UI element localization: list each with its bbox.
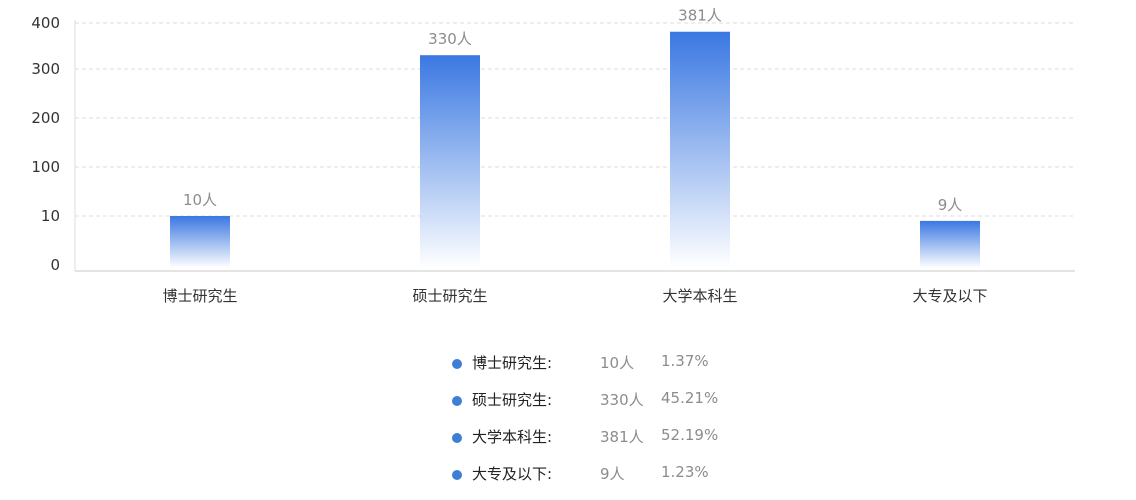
bar [420,55,480,269]
bar-data-label: 9人 [938,196,963,214]
legend-count: 9人 [600,465,625,483]
x-tick-label: 硕士研究生 [412,287,487,305]
legend-category-name: 硕士研究生: [472,391,553,409]
legend-dot-icon [452,396,462,406]
bar [920,220,980,268]
y-tick-label: 10 [41,207,60,225]
legend-dot-icon [452,470,462,480]
y-tick-label: 0 [50,256,60,274]
legend-dot-icon [452,359,462,369]
y-tick-label: 200 [31,109,60,127]
legend-category-name: 大专及以下: [472,465,553,483]
bar [670,31,730,268]
legend-item: 大学本科生: 381人 52.19% [450,426,850,463]
legend-category-name: 博士研究生: [472,354,553,372]
legend-percent: 45.21% [661,389,719,407]
legend-count: 381人 [600,428,644,446]
y-tick-label: 100 [31,158,60,176]
legend-item: 硕士研究生: 330人 45.21% [450,389,850,426]
bar-data-label: 330人 [428,30,472,48]
legend-percent: 1.37% [661,352,709,370]
bar [170,216,230,268]
x-tick-label: 博士研究生 [162,287,237,305]
legend-percent: 1.23% [661,463,709,481]
x-tick-label: 大学本科生 [662,287,737,305]
legend-dot-icon [452,433,462,443]
legend-category-name: 大学本科生: [472,428,553,446]
x-tick-label: 大专及以下 [912,287,987,305]
legend-item: 博士研究生: 10人 1.37% [450,352,850,389]
legend-count: 330人 [600,391,644,409]
legend-count: 10人 [600,354,635,372]
legend: 博士研究生: 10人 1.37% 硕士研究生: 330人 45.21% 大学本科生: 381人… [450,352,850,500]
y-tick-label: 400 [31,14,60,32]
legend-item: 大专及以下: 9人 1.23% [450,463,850,500]
bar-data-label: 381人 [678,7,722,25]
y-tick-label: 300 [31,60,60,78]
legend-percent: 52.19% [661,426,719,444]
bar-data-label: 10人 [183,191,217,209]
